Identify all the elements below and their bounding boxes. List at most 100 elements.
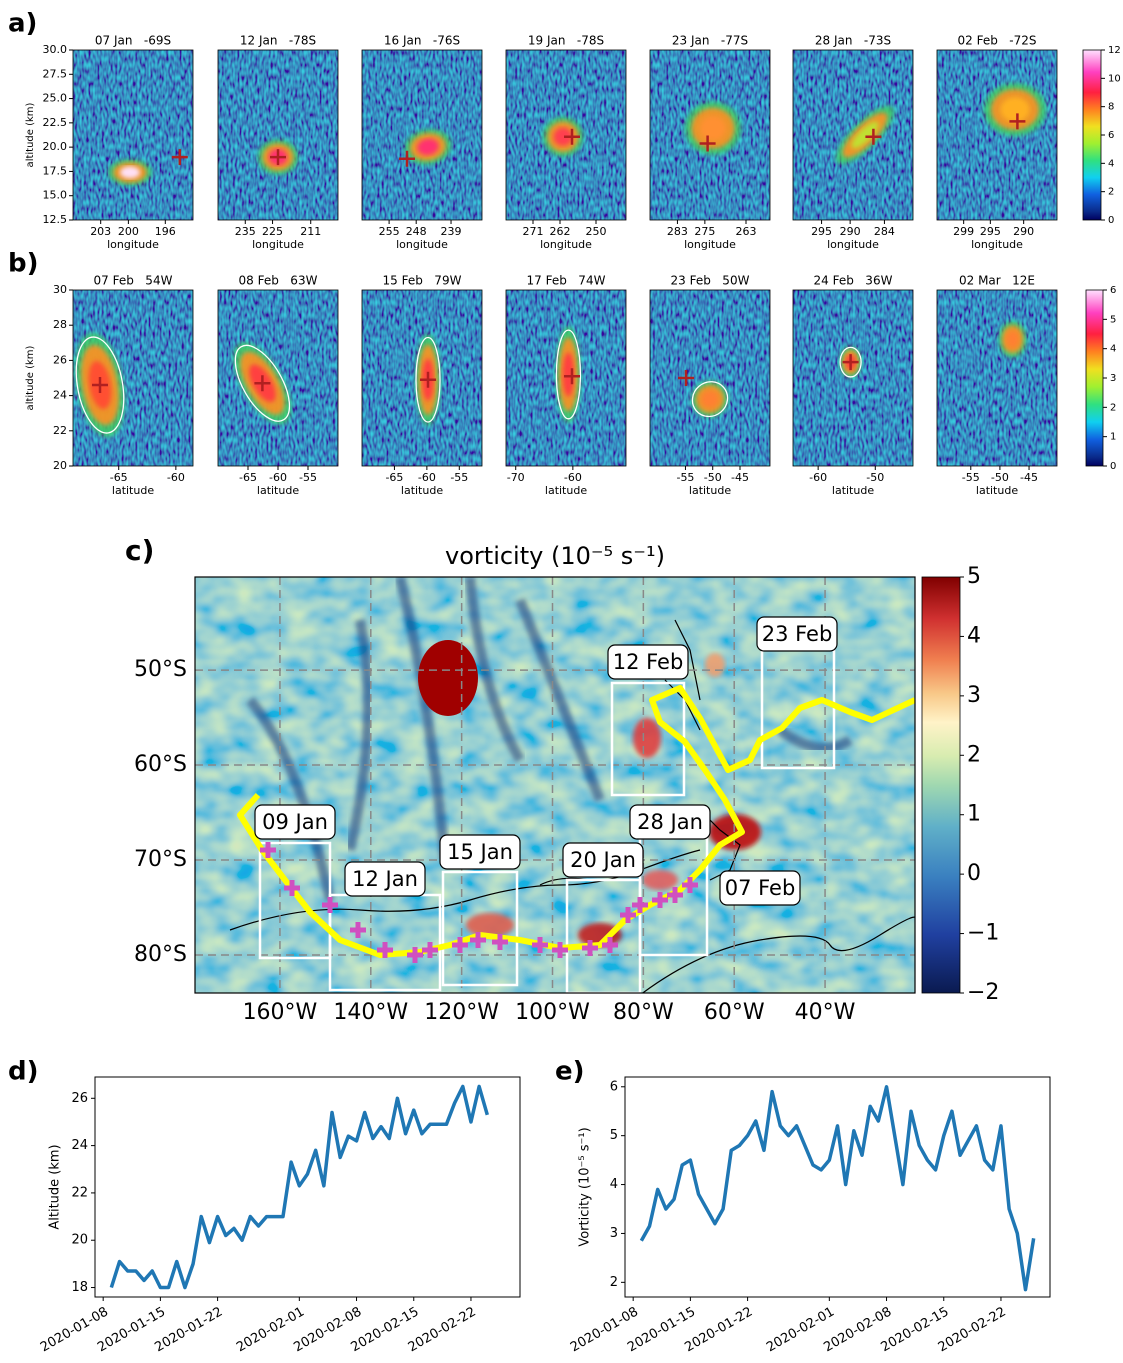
annotation: 12 Feb [613,650,684,674]
y-tick-label: 22 [71,1185,88,1200]
annotation-box [756,616,838,652]
colorbar-tick-label: −1 [967,921,999,946]
x-axis-label: latitude [545,484,587,497]
subplot-title: 02 Mar 12E [959,274,1035,288]
x-tick-label: 284 [874,225,895,238]
x-tick-label: -50 [991,471,1009,484]
colorbar-tick-label: 0 [1108,215,1114,226]
y-tick-label: 6 [610,1079,618,1094]
subplot-title: 19 Jan -78S [528,34,604,48]
marker-cross [652,892,668,908]
aerosol-core [701,390,719,408]
noise [937,50,1057,220]
marker-cross [399,150,415,167]
x-tick-label: -60 [809,471,827,484]
subplot-title: 28 Jan -73S [815,34,891,48]
colorbar-tick-label: 2 [1110,402,1116,413]
x-tick-label: 255 [379,225,400,238]
aerosol-core [1000,97,1030,122]
x-tick-label: 262 [550,225,571,238]
vorticity-streak [246,696,335,902]
annotation-box [344,861,426,897]
x-tick-label: -50 [704,471,722,484]
y-axis-label: Vorticity (10⁻⁵ s⁻¹) [578,1127,593,1246]
y-tick-label: 5 [610,1128,618,1143]
aerosol-core [553,127,573,146]
subplot-title: 23 Jan -77S [672,34,748,48]
y-tick-label: 15.0 [43,189,68,202]
marker-cross [407,947,423,963]
x-tick-label: -55 [299,471,317,484]
annotation: 12 Jan [352,867,418,891]
y-tick-label: 20.0 [43,140,68,153]
subplot-title: 16 Jan -76S [384,34,460,48]
x-tick-label: 239 [441,225,462,238]
x-axis-label: latitude [976,484,1018,497]
vorticity-streak [345,619,373,852]
x-tick-label: 299 [953,225,974,238]
x-tick-label: 248 [406,225,427,238]
aerosol-core [417,138,439,156]
marker-cross [682,877,698,893]
colorbar-tick-label: 10 [1108,73,1121,84]
x-axis-label: latitude [112,484,154,497]
x-tick-label: -60 [564,471,582,484]
subplot-image [793,50,913,220]
x-tick-label: 160°W [243,1000,318,1025]
y-tick-label: 28 [53,318,67,331]
y-tick-label: 80°S [134,942,187,967]
marker-cross [564,128,580,145]
x-axis-label: latitude [401,484,443,497]
subplot-image [650,50,770,220]
x-tick-label: 235 [235,225,256,238]
y-tick-label: 20 [71,1233,88,1248]
y-tick-label: 20 [53,459,67,472]
colorbar-tick-label: 4 [967,623,981,648]
x-axis-label: latitude [257,484,299,497]
y-tick-label: 18 [71,1280,88,1295]
frame [649,49,771,221]
marker-cross [699,135,716,152]
line-series [109,1084,489,1290]
x-tick-label: -60 [269,471,287,484]
x-tick-label: 290 [1013,225,1034,238]
colorbar-tick-label: 5 [967,564,981,589]
marker-cross [842,354,859,371]
annotation: 23 Feb [762,622,833,646]
colorbar-tick-label: 4 [1110,344,1116,355]
subplot-image [73,290,193,466]
x-tick-label: 295 [811,225,832,238]
frame [72,49,194,221]
colorbar-tick-label: 3 [1110,373,1116,384]
colorbar-tick-label: 1 [967,802,981,827]
x-axis-label: longitude [827,238,879,251]
subplot: 07 Feb 54W -65 -60 latitude 20 22 24 26 28 30 alti… [25,274,194,497]
x-tick-label: -65 [239,471,257,484]
y-tick-label: 26 [53,353,67,366]
annotation: 28 Jan [637,810,703,834]
x-tick-label: 211 [300,225,321,238]
x-tick-label: 80°W [613,1000,674,1025]
subplot-title: 07 Jan -69S [95,34,171,48]
marker-cross [284,880,300,896]
marker-cross [377,942,393,958]
frame [217,49,339,221]
x-tick-label: 250 [586,225,607,238]
colorbar-tick-label: 5 [1110,314,1116,325]
vorticity-streak [465,577,525,763]
y-tick-label: 50°S [134,657,187,682]
noise [937,290,1057,466]
subplot-title: 12 Jan -78S [240,34,316,48]
y-tick-label: 30.0 [43,43,68,56]
contour [234,344,291,422]
subplot-image [937,50,1057,220]
x-tick-label: -60 [167,471,185,484]
subplot-image [506,50,626,220]
x-axis-label: longitude [540,238,592,251]
subplot: 15 Feb 79W -65 -60 -55 latitude [361,274,483,497]
subplot-image [793,290,913,466]
